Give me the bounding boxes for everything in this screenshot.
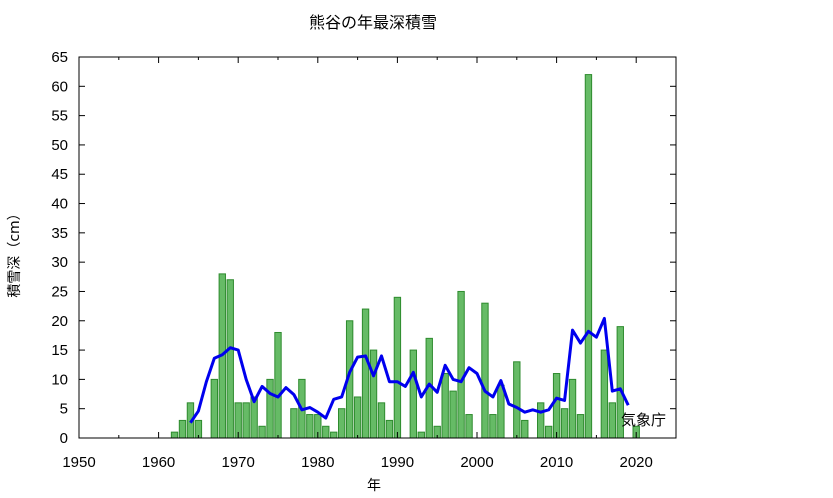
x-tick-label-1970: 1970 bbox=[222, 454, 255, 471]
y-tick-label-0: 0 bbox=[60, 430, 68, 447]
bar-1969 bbox=[226, 279, 234, 439]
x-axis-title: 年 bbox=[367, 478, 381, 494]
bar-1977 bbox=[290, 408, 298, 439]
bar-1971 bbox=[242, 402, 250, 439]
x-tick-label-2020: 2020 bbox=[620, 454, 653, 471]
bar-1974 bbox=[266, 378, 274, 439]
bar-2009 bbox=[544, 425, 553, 439]
bar-2012 bbox=[568, 378, 577, 439]
bar-2016 bbox=[600, 349, 609, 439]
bar-2005 bbox=[513, 361, 521, 439]
bar-2017 bbox=[608, 402, 617, 439]
bar-1963 bbox=[178, 419, 187, 439]
y-tick-label-30: 30 bbox=[51, 254, 68, 271]
x-tick-label-2010: 2010 bbox=[540, 454, 573, 471]
y-tick-label-65: 65 bbox=[51, 49, 68, 66]
bar-1985 bbox=[353, 396, 362, 439]
bar-1987 bbox=[369, 349, 378, 439]
bar-2003 bbox=[497, 384, 505, 439]
bar-1989 bbox=[385, 419, 394, 439]
bar-1967 bbox=[210, 378, 219, 439]
bar-1996 bbox=[441, 373, 449, 439]
bar-1973 bbox=[258, 425, 266, 439]
bar-2006 bbox=[521, 419, 529, 439]
bar-1990 bbox=[393, 296, 402, 439]
y-tick-label-5: 5 bbox=[60, 401, 68, 418]
bar-2010 bbox=[552, 373, 561, 439]
y-tick-label-20: 20 bbox=[51, 313, 68, 330]
bar-1993 bbox=[417, 431, 425, 439]
bar-1979 bbox=[306, 414, 314, 439]
x-tick-label-1960: 1960 bbox=[142, 454, 175, 471]
bar-1999 bbox=[465, 414, 473, 439]
credit-label: 気象庁 bbox=[621, 411, 666, 429]
bar-1998 bbox=[457, 290, 465, 439]
plot-frame bbox=[78, 56, 677, 439]
y-tick-label-55: 55 bbox=[51, 108, 68, 125]
bar-1997 bbox=[449, 390, 457, 439]
bar-2002 bbox=[489, 414, 497, 439]
y-tick-label-60: 60 bbox=[51, 78, 68, 95]
chart-title: 熊谷の年最深積雪 bbox=[309, 13, 437, 32]
x-tick-label-1950: 1950 bbox=[62, 454, 95, 471]
y-axis: 0 5 10 15 20 25 30 35 40 45 50 55 60 65 bbox=[51, 49, 676, 447]
bar-1992 bbox=[409, 349, 418, 439]
bar-1986 bbox=[361, 308, 370, 439]
bar-1982 bbox=[330, 431, 338, 439]
bar-2001 bbox=[481, 302, 489, 439]
bar-2011 bbox=[560, 408, 569, 439]
x-axis: 1950 1960 1970 1980 1990 2000 2010 2020 bbox=[62, 57, 653, 471]
bar-1988 bbox=[377, 402, 386, 439]
y-tick-label-50: 50 bbox=[51, 137, 68, 154]
bar-2013 bbox=[576, 414, 585, 439]
bar-2014 bbox=[584, 74, 593, 439]
bar-2008 bbox=[537, 402, 545, 439]
bar-1975 bbox=[274, 331, 282, 439]
y-tick-label-35: 35 bbox=[51, 225, 68, 242]
x-tick-label-1990: 1990 bbox=[381, 454, 414, 471]
x-tick-label-1980: 1980 bbox=[301, 454, 334, 471]
moving-average-line bbox=[189, 316, 630, 424]
y-tick-label-15: 15 bbox=[51, 342, 68, 359]
bar-1962 bbox=[170, 431, 179, 439]
y-tick-label-25: 25 bbox=[51, 283, 68, 300]
y-axis-title: 積雪深（cm） bbox=[7, 206, 23, 297]
y-tick-label-40: 40 bbox=[51, 196, 68, 213]
bar-1983 bbox=[338, 408, 346, 439]
x-tick-label-2000: 2000 bbox=[460, 454, 493, 471]
bar-1981 bbox=[322, 425, 330, 439]
y-tick-label-45: 45 bbox=[51, 166, 68, 183]
y-tick-label-10: 10 bbox=[51, 371, 68, 388]
